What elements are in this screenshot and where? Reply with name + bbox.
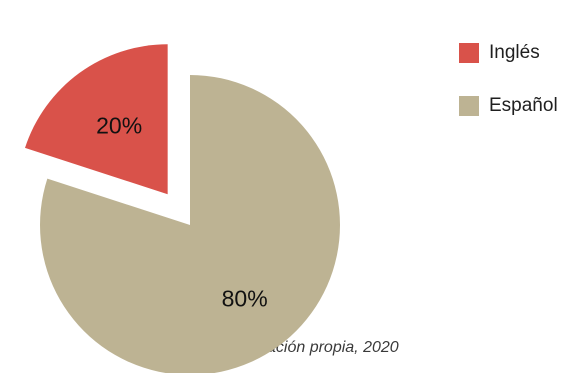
slice-label-ingles: 20% bbox=[96, 113, 142, 139]
legend: Inglés Español bbox=[459, 42, 584, 148]
legend-item-ingles: Inglés bbox=[459, 42, 584, 64]
legend-label-ingles: Inglés bbox=[489, 42, 540, 63]
legend-swatch-espanol bbox=[459, 96, 479, 116]
legend-label-espanol: Español bbox=[489, 95, 558, 116]
pie-slice-espanol bbox=[40, 75, 340, 373]
source-note: ación propia, 2020 bbox=[267, 339, 399, 356]
pie-slice-ingles bbox=[25, 44, 168, 195]
legend-item-espanol: Español bbox=[459, 95, 584, 117]
slice-label-espanol: 80% bbox=[222, 285, 268, 311]
legend-swatch-ingles bbox=[459, 43, 479, 63]
